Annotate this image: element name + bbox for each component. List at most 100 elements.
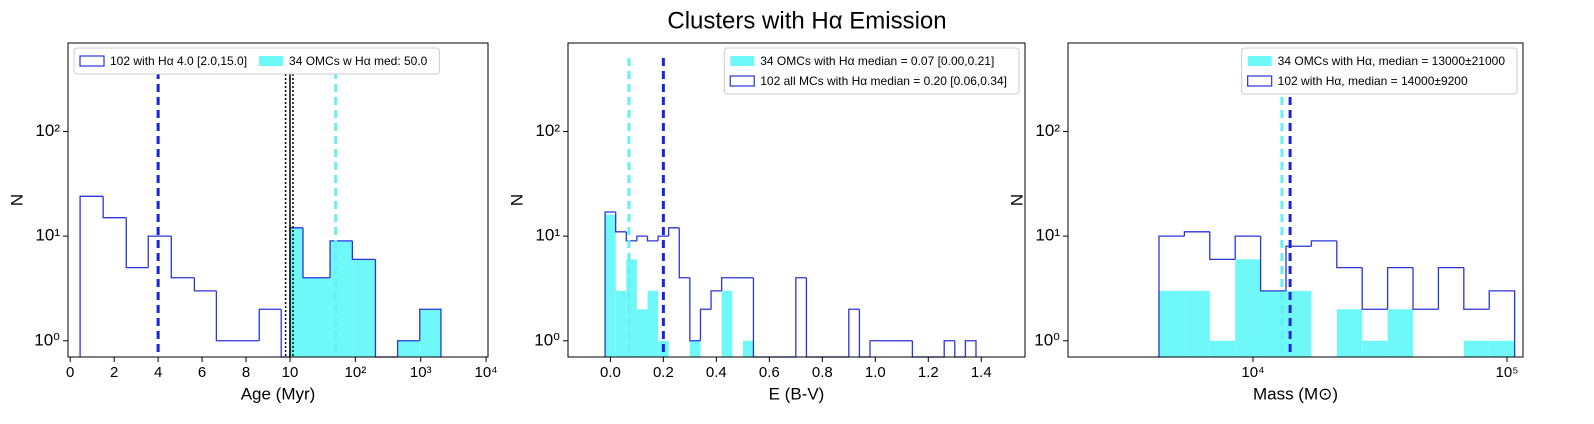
x-tick-label: 10⁵ [1496,364,1519,381]
y-tick-label: 10² [535,121,560,140]
bar [1387,309,1414,357]
y-tick-label: 10¹ [1035,226,1060,245]
y-axis-label: N [7,194,26,206]
bar [605,214,616,357]
bar-step [943,340,955,357]
bar [742,340,754,357]
bar [1209,340,1236,357]
legend-swatch [729,75,755,87]
x-tick-label: 10³ [410,364,432,381]
bar [626,259,637,357]
legend: 102 with Hα 4.0 [2.0,15.0] 34 OMCs w Hα m… [73,47,440,75]
bar-step [668,227,680,237]
bar-step [954,340,966,358]
bar-step [646,236,659,242]
bar [721,290,733,357]
bar-step [615,212,627,233]
bar [615,290,627,357]
x-tick-label: 0.0 [600,364,621,381]
x-tick-label: 10 [282,364,299,381]
y-tick-label: 10¹ [35,226,60,245]
bar-step [911,340,924,358]
bar-step [858,309,871,358]
x-tick-label: 0 [66,364,74,381]
x-tick-label: 10⁴ [475,364,498,381]
bar-step [604,211,616,357]
x-tick-label: 8 [242,364,250,381]
bar-step [125,217,149,269]
bar-step [374,259,398,358]
y-tick-label: 10⁰ [34,330,60,349]
bar [647,290,659,357]
bar-step [147,235,172,268]
bar-step [657,235,669,241]
x-tick-label: 10⁴ [1241,364,1264,381]
y-axis-label: N [507,194,526,206]
bar-step [805,277,818,358]
legend-label: 102 with Hα 4.0 [2.0,15.0] [110,54,247,68]
y-tick-label: 10⁰ [534,330,560,349]
figure-title: Clusters with Hα Emission [667,7,946,34]
bar-step [329,240,353,278]
bar-step [1310,240,1337,247]
bar-step [869,340,881,357]
x-tick-label: 0.8 [812,364,833,381]
x-tick-label: 0.2 [653,364,674,381]
bar-step [170,236,195,279]
y-tick-label: 10¹ [535,226,560,245]
legend: 34 OMCs with Hα median = 0.07 [0.00,0.21… [723,47,1020,95]
bar-step [689,277,701,342]
bar-step [1361,267,1388,310]
legend-label: 34 OMCs with Hα median = 0.07 [0.00,0.21… [760,54,994,68]
x-tick-label: 2 [110,364,118,381]
bar-step [1386,266,1414,310]
legend-box [723,47,1020,95]
bar-step [1437,266,1464,310]
bar-step [396,340,420,357]
bar [1489,340,1515,357]
bar-step [721,277,733,291]
bar-step [1412,267,1439,310]
bar-step [636,235,648,241]
bar-step [102,196,127,219]
legend-box [1241,47,1518,95]
x-axis-label: E (B-V) [769,384,825,403]
bar-step [964,340,977,357]
bar-step [280,309,291,358]
bar-step [1234,235,1261,260]
x-tick-label: 1.4 [971,364,992,381]
bar [290,227,303,357]
bar [1184,290,1210,357]
bar-step [1336,240,1363,269]
x-axis-label: Mass (M⊙) [1253,384,1338,403]
bar-step [752,277,765,358]
bar [689,340,701,357]
bar [1463,340,1490,357]
bar-step [699,308,712,341]
legend-swatch [259,56,284,66]
bar [1235,259,1261,357]
legend-swatch [1247,75,1273,87]
bar-step [79,195,104,357]
bar-step [1259,236,1286,292]
bar [352,259,376,357]
bar-step [1158,235,1185,357]
bar [330,240,353,357]
y-tick-label: 10⁰ [1034,330,1060,349]
bar [1158,290,1185,357]
bar-step [258,308,282,341]
legend-box [73,47,440,75]
x-axis-label: Age (Myr) [241,384,316,403]
x-tick-label: 0.6 [759,364,780,381]
y-tick-label: 10² [35,121,60,140]
x-tick-label: 4 [154,364,162,381]
legend-swatch [79,55,105,67]
x-tick-label: 0.4 [706,364,727,381]
x-tick-label: 10² [345,364,367,381]
legend-swatch [730,56,755,66]
bar-step [848,308,860,357]
bar-step [710,290,722,310]
bar-step [302,227,331,279]
axes-frame [567,42,1026,358]
